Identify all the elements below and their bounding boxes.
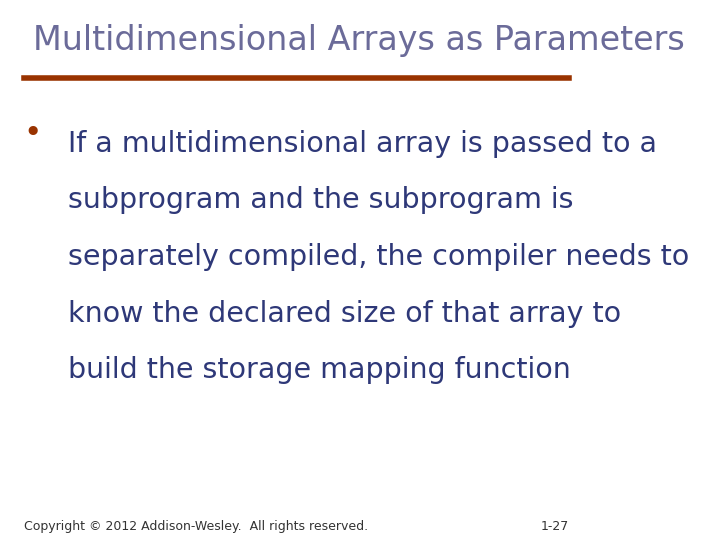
Text: •: •	[24, 119, 42, 148]
Text: subprogram and the subprogram is: subprogram and the subprogram is	[68, 186, 574, 214]
Text: know the declared size of that array to: know the declared size of that array to	[68, 300, 621, 328]
Text: Copyright © 2012 Addison-Wesley.  All rights reserved.: Copyright © 2012 Addison-Wesley. All rig…	[24, 520, 368, 533]
Text: 1-27: 1-27	[541, 520, 569, 533]
Text: If a multidimensional array is passed to a: If a multidimensional array is passed to…	[68, 130, 657, 158]
Text: build the storage mapping function: build the storage mapping function	[68, 356, 571, 384]
Text: separately compiled, the compiler needs to: separately compiled, the compiler needs …	[68, 243, 689, 271]
Text: Multidimensional Arrays as Parameters: Multidimensional Arrays as Parameters	[32, 24, 684, 57]
